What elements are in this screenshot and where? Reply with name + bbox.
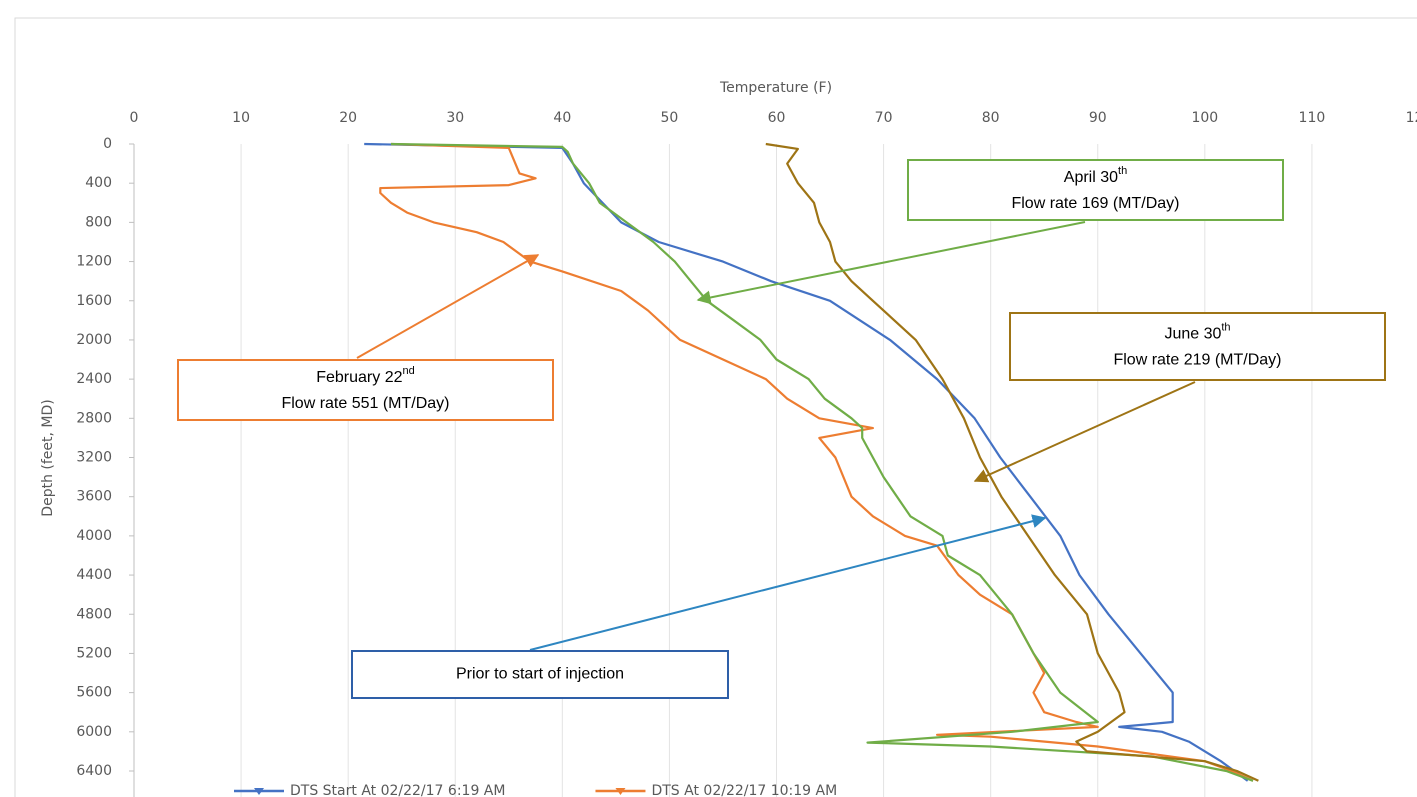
series-line (379, 142, 1254, 782)
legend-marker (254, 788, 264, 795)
y-tick-label: 3600 (76, 489, 112, 505)
annotation-sup: th (1221, 321, 1230, 333)
legend-marker (615, 788, 626, 795)
annotation-sup: th (1118, 165, 1127, 177)
x-tick-label: 50 (661, 110, 679, 126)
annotation-title: April 30 (1064, 169, 1118, 186)
x-tick-label: 20 (339, 110, 357, 126)
y-tick-label: 4800 (76, 606, 112, 622)
annotation-arrow (529, 514, 1047, 651)
annotation-box (177, 359, 554, 421)
annotation-arrow (973, 381, 1196, 483)
annotation-title: Prior to start of injection (456, 666, 624, 683)
series-line (390, 142, 1254, 782)
x-tick-label: 80 (982, 110, 1000, 126)
y-tick-label: 3200 (76, 450, 112, 466)
y-tick-label: 5200 (76, 645, 112, 661)
y-tick-label: 2400 (76, 371, 112, 387)
y-tick-label: 800 (85, 214, 112, 230)
y-tick-label: 4400 (76, 567, 112, 583)
annotation-box (1009, 312, 1386, 381)
x-tick-label: 40 (553, 110, 571, 126)
y-tick-label: 6000 (76, 724, 112, 740)
x-tick-label: 90 (1089, 110, 1107, 126)
annotation-text: June 30th (1164, 321, 1230, 342)
y-tick-label: 6400 (76, 763, 112, 779)
y-tick-label: 1600 (76, 293, 112, 309)
annotation-line: Flow rate 219 (MT/Day) (1113, 352, 1281, 369)
annotation-arrow (356, 254, 540, 359)
annotation-title: June 30 (1164, 326, 1221, 343)
x-tick-label: 100 (1191, 110, 1218, 126)
y-tick-label: 2800 (76, 410, 112, 426)
annotation-line: Flow rate 169 (MT/Day) (1011, 195, 1179, 212)
legend-label: DTS Start At 02/22/17 6:19 AM (290, 783, 505, 797)
x-axis-label: Temperature (F) (719, 80, 832, 96)
x-tick-label: 10 (232, 110, 250, 126)
x-tick-label: 30 (446, 110, 464, 126)
x-tick-label: 0 (130, 110, 139, 126)
x-tick-label: 60 (768, 110, 786, 126)
annotation-text: Prior to start of injection (456, 666, 624, 683)
annotation-box (907, 159, 1284, 221)
legend-label: DTS At 02/22/17 10:19 AM (651, 783, 837, 797)
annotation-line: Flow rate 551 (MT/Day) (281, 395, 449, 412)
annotation-arrow (696, 221, 1086, 305)
annotation-box (351, 650, 729, 699)
x-tick-label: 120 (1406, 110, 1417, 126)
y-tick-label: 4000 (76, 528, 112, 544)
y-tick-label: 0 (103, 136, 112, 152)
y-tick-label: 2000 (76, 332, 112, 348)
x-tick-label: 110 (1299, 110, 1326, 126)
y-axis-label: Depth (feet, MD) (40, 399, 56, 516)
x-tick-label: 70 (875, 110, 893, 126)
y-tick-label: 1200 (76, 254, 112, 270)
annotation-title: February 22 (316, 369, 402, 386)
y-tick-label: 5600 (76, 685, 112, 701)
annotation-sup: nd (403, 365, 415, 377)
series-line (364, 142, 1249, 782)
y-tick-label: 400 (85, 175, 112, 191)
annotation-text: February 22nd (316, 365, 415, 386)
series-line (765, 142, 1259, 782)
annotation-text: April 30th (1064, 165, 1127, 186)
